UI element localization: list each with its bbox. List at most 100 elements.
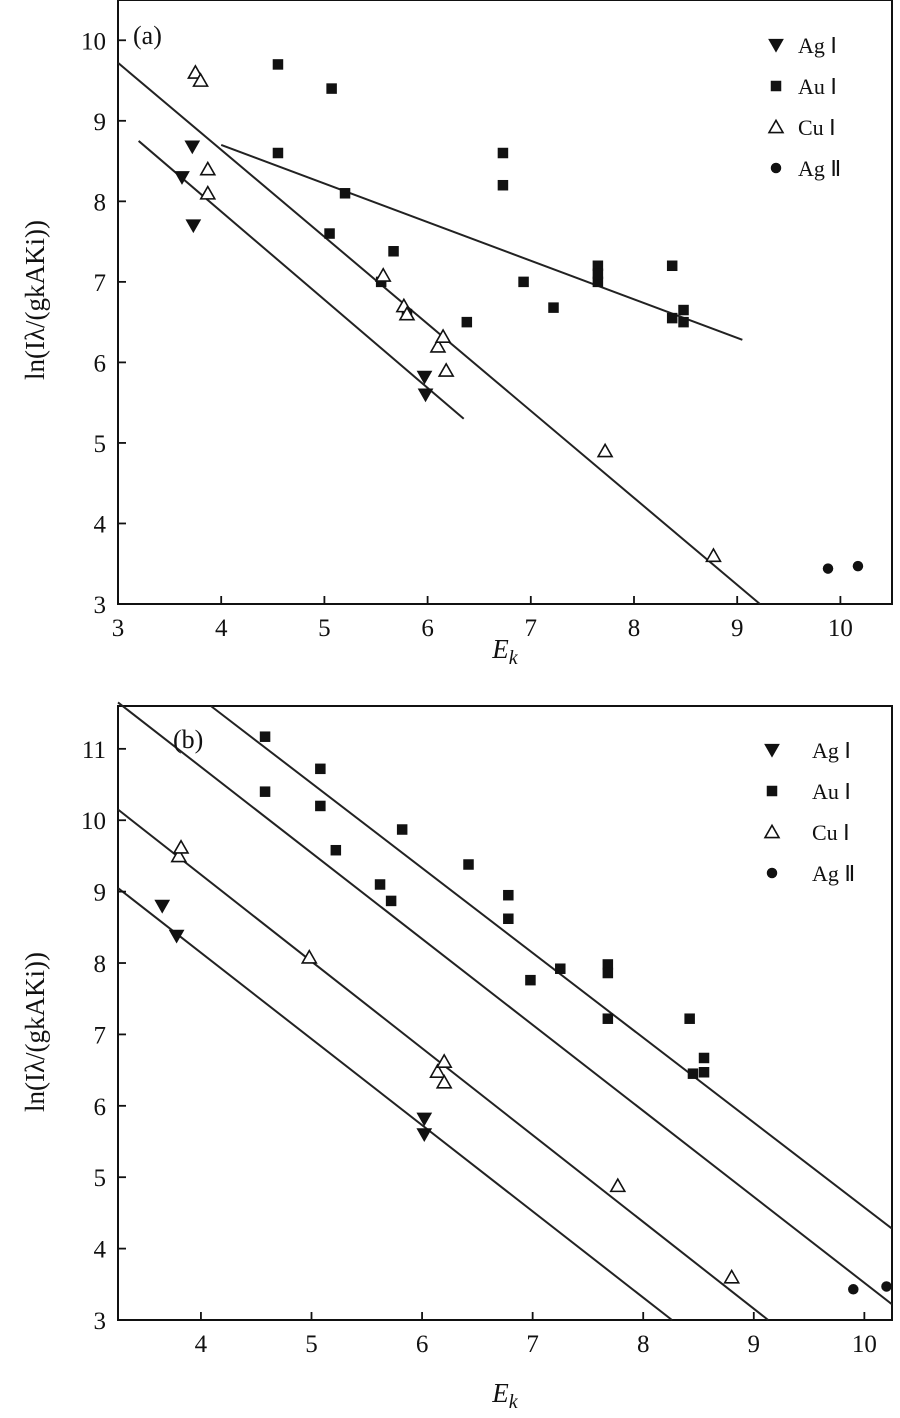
panel-b-x-axis-title: Ek xyxy=(491,1378,519,1413)
legend-marker xyxy=(763,823,781,839)
y-tick-label: 6 xyxy=(94,1094,107,1121)
y-tick-label: 4 xyxy=(94,1237,107,1264)
data-point xyxy=(396,824,408,835)
y-tick-label: 8 xyxy=(94,189,107,216)
panel-b: 4 5 6 7 8 9 10 3 4 5 6 7 8 9 10 11 (b) Ag Ⅰ Au Ⅰ Cu Ⅰ Ag Ⅱ… xyxy=(20,701,893,1413)
data-point xyxy=(602,1013,614,1024)
data-point xyxy=(300,949,318,964)
data-point xyxy=(416,1112,433,1127)
data-point xyxy=(592,260,604,272)
panel-b-frame xyxy=(117,705,893,1321)
fit-line xyxy=(220,144,743,341)
data-point xyxy=(497,147,509,159)
legend-label: Cu Ⅰ xyxy=(798,115,836,140)
data-point xyxy=(272,59,284,70)
data-point xyxy=(555,963,566,974)
panel-a-label: (a) xyxy=(133,21,162,50)
data-point xyxy=(881,1281,892,1292)
fit-line xyxy=(117,701,893,1306)
legend-marker xyxy=(770,162,782,174)
data-point xyxy=(374,879,386,890)
data-point xyxy=(429,338,447,353)
x-tick-label: 4 xyxy=(195,1331,208,1358)
data-point xyxy=(822,563,834,574)
panel-a-ticks: 3 4 5 6 7 8 9 10 3 4 5 6 7 8 9 10 xyxy=(81,28,853,642)
data-point xyxy=(723,1268,741,1284)
panel-b-fit-lines xyxy=(117,701,893,1321)
data-point xyxy=(170,847,188,863)
x-tick-label: 6 xyxy=(416,1331,429,1358)
data-point xyxy=(184,140,201,155)
data-point xyxy=(518,276,529,288)
data-point xyxy=(168,929,185,944)
panel-b-legend: Ag Ⅰ Au Ⅰ Cu Ⅰ Ag Ⅱ xyxy=(763,738,855,886)
fit-line xyxy=(117,887,673,1321)
fit-line xyxy=(117,62,761,605)
data-point xyxy=(666,312,678,324)
x-tick-label: 7 xyxy=(525,615,538,642)
x-tick-label: 10 xyxy=(852,1331,877,1358)
data-point xyxy=(315,763,326,775)
y-tick-label: 10 xyxy=(81,808,106,835)
panel-a-fit-lines xyxy=(117,62,761,605)
y-tick-label: 5 xyxy=(94,1165,107,1192)
fit-line xyxy=(137,140,465,420)
data-point xyxy=(852,560,864,572)
data-point xyxy=(592,268,604,280)
legend-marker xyxy=(766,867,778,879)
y-tick-label: 10 xyxy=(81,28,106,55)
panel-a-frame xyxy=(117,0,893,605)
data-point xyxy=(548,302,559,313)
panel-b-label: (b) xyxy=(173,725,203,754)
x-tick-label: 8 xyxy=(628,615,641,642)
data-point xyxy=(596,442,614,458)
data-point xyxy=(687,1068,699,1079)
y-tick-label: 7 xyxy=(94,1022,107,1049)
data-point xyxy=(666,260,678,272)
data-point xyxy=(602,959,614,970)
y-tick-label: 11 xyxy=(82,737,106,764)
data-point xyxy=(678,316,689,328)
legend-label: Ag Ⅱ xyxy=(798,156,841,181)
data-point xyxy=(388,246,399,257)
panel-b-points xyxy=(154,731,892,1295)
x-tick-label: 8 xyxy=(637,1331,650,1358)
data-point xyxy=(385,895,397,907)
data-point xyxy=(609,1177,627,1193)
data-point xyxy=(185,219,202,234)
data-point xyxy=(174,171,190,185)
data-point xyxy=(705,547,722,563)
data-point xyxy=(525,974,536,986)
data-point xyxy=(172,839,190,854)
x-tick-label: 5 xyxy=(318,615,331,642)
fit-line xyxy=(210,705,893,1230)
panel-b-y-axis-title: ln(Iλ/(gkAKi)) xyxy=(20,952,50,1112)
y-tick-label: 4 xyxy=(94,511,107,538)
data-point xyxy=(374,267,392,282)
x-tick-label: 5 xyxy=(305,1331,318,1358)
data-point xyxy=(435,1053,453,1068)
data-point xyxy=(192,72,209,87)
legend-marker xyxy=(768,38,784,53)
x-tick-label: 9 xyxy=(748,1331,761,1358)
data-point xyxy=(187,64,204,79)
data-point xyxy=(324,228,335,239)
x-tick-label: 3 xyxy=(112,615,125,642)
data-point xyxy=(503,889,514,901)
legend-label: Au Ⅰ xyxy=(798,74,837,99)
data-point xyxy=(259,786,271,797)
y-tick-label: 9 xyxy=(94,880,107,907)
x-tick-label: 9 xyxy=(731,615,744,642)
legend-marker xyxy=(766,785,778,797)
y-tick-label: 7 xyxy=(94,270,107,297)
data-point xyxy=(315,800,326,812)
legend-marker xyxy=(764,743,780,758)
panel-a-y-axis-title: ln(Iλ/(gkAKi)) xyxy=(20,220,50,380)
data-point xyxy=(259,731,271,742)
data-point xyxy=(698,1052,710,1064)
data-point xyxy=(398,305,416,321)
panel-a-points xyxy=(174,59,864,574)
data-point xyxy=(437,362,455,377)
data-point xyxy=(416,1128,433,1143)
legend-marker xyxy=(770,80,782,92)
